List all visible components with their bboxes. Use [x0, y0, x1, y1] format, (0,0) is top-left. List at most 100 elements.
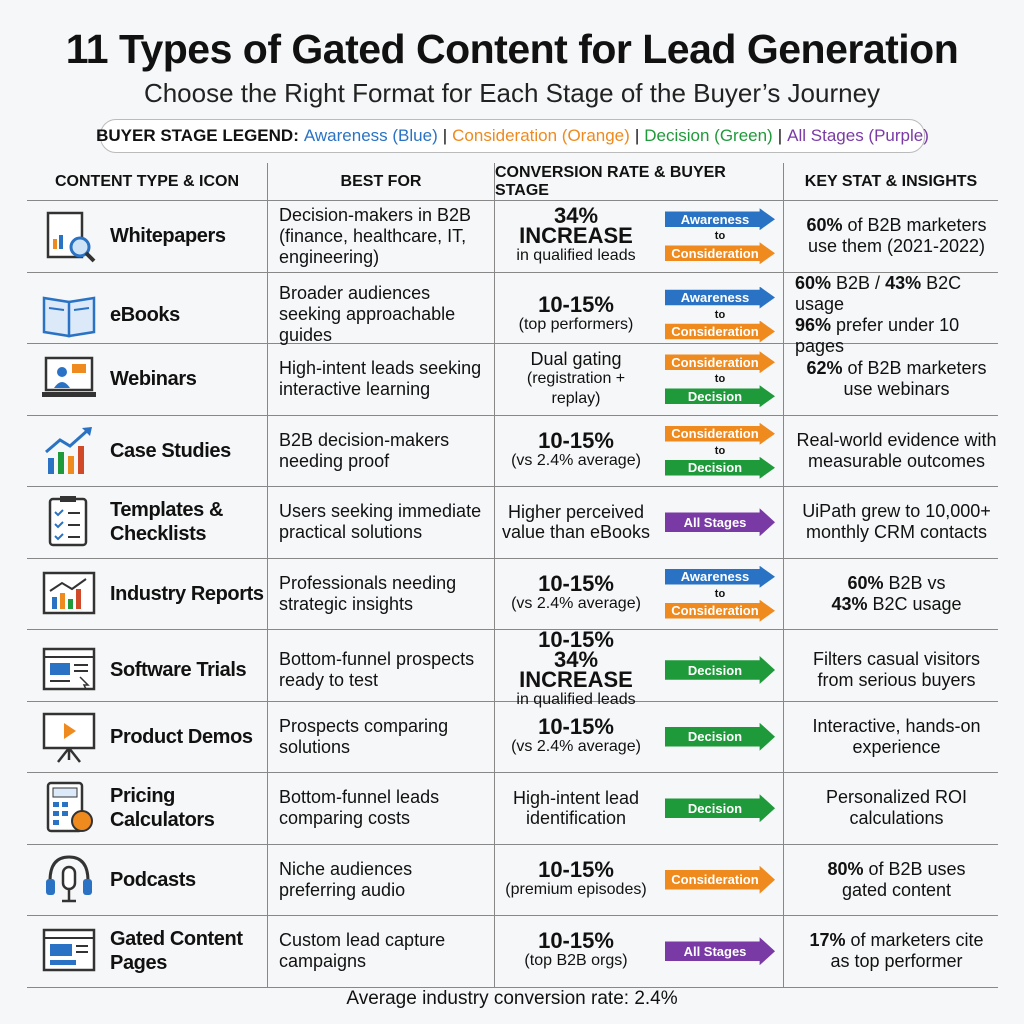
content-type-cell: Whitepapers — [27, 201, 267, 272]
conversion-cell: Higher perceived value than eBooks All Sta… — [494, 487, 783, 558]
best-for: Prospects comparing solutions — [267, 701, 494, 772]
content-type-name: Gated Content Pages — [110, 928, 243, 975]
icon — [42, 296, 96, 337]
column-header: KEY STAT & INSIGHTS — [783, 163, 998, 200]
stages: Awareness to Consideration — [665, 208, 775, 265]
content-type-name: Webinars — [110, 368, 197, 391]
table-row: Webinars High-intent leads seeking intera… — [27, 344, 998, 416]
key-stat: 60% B2B / 43% B2C usage 96% prefer under … — [783, 272, 998, 357]
conversion-line: (registration + replay) — [526, 370, 626, 408]
icon — [42, 571, 96, 614]
conversion-cell: 10-15% (premium episodes) Consideration — [494, 844, 783, 915]
key-stat: 62% of B2B marketers use webinars — [783, 344, 998, 415]
stat-line: UiPath grew to 10,000+ — [802, 501, 991, 522]
icon — [48, 496, 88, 547]
column-header: BEST FOR — [267, 163, 494, 200]
best-for: Broader audiences seeking approachable g… — [267, 272, 494, 357]
conversion-line: identification — [525, 808, 627, 829]
stat-line: calculations — [849, 808, 943, 829]
key-stat: Interactive, hands-on experience — [783, 701, 998, 772]
conversion-text: 10-15% (top performers) — [501, 291, 651, 335]
stages: All Stages — [665, 937, 775, 966]
conversion-cell: 34% INCREASE in qualified leads Awareness t… — [494, 201, 783, 272]
table-row: Software Trials Bottom-funnel prospects r… — [27, 627, 998, 710]
stat-text: of B2B uses — [863, 858, 966, 879]
conversion-line: 10-15% — [538, 928, 614, 954]
stat-text: of B2B marketers — [842, 358, 987, 379]
conversion-line: 10-15% — [538, 427, 614, 453]
content-type-name: Whitepapers — [110, 225, 226, 248]
stat-line: measurable outcomes — [808, 451, 985, 472]
table-row: eBooks Broader audiences seeking approach… — [27, 272, 998, 357]
content-type-cell: Product Demos — [27, 702, 267, 773]
table-row: Gated Content Pages Custom lead capture c… — [27, 916, 998, 988]
legend-item: Consideration (Orange) — [452, 126, 630, 145]
conversion-cell: 10-15% (vs 2.4% average) Consideration to De… — [494, 415, 783, 486]
stage-arrow: Awareness — [665, 565, 775, 588]
stage-connector: to — [714, 308, 726, 321]
conversion-text: 10-15% (vs 2.4% average) — [501, 570, 651, 614]
table-row: Product Demos Prospects comparing solutio… — [27, 701, 998, 773]
conversion-line: 10-15% — [538, 291, 614, 317]
content-type-name: eBooks — [110, 303, 180, 326]
conversion-text: Dual gating (registration + replay) — [501, 349, 651, 409]
conversion-line: 10-15% — [538, 570, 614, 596]
legend: BUYER STAGE LEGEND: Awareness (Blue) | Cons… — [96, 119, 929, 153]
content-type-name: Product Demos — [110, 725, 253, 748]
stat-text: B2C usage — [795, 272, 962, 314]
key-stat: Filters casual visitors from serious buye… — [783, 630, 998, 710]
stat-text: monthly CRM contacts — [805, 522, 988, 543]
stat-text: Personalized ROI — [825, 787, 968, 808]
table-row: Pricing Calculators Bottom-funnel leads c… — [27, 773, 998, 845]
stages: Consideration — [665, 865, 775, 894]
stat-text: 80% — [827, 858, 864, 879]
stat-line: 60% B2B / 43% B2C usage — [795, 273, 998, 315]
stage-arrow: All Stages — [665, 937, 775, 966]
content-type-name: Case Studies — [110, 439, 231, 462]
stat-text: 96% — [795, 314, 832, 335]
stages: Awareness to Consideration — [665, 286, 775, 343]
conversion-text: 10-15% (vs 2.4% average) — [501, 427, 651, 471]
stat-text: from serious buyers — [817, 670, 976, 690]
stat-text: calculations — [849, 808, 944, 829]
stat-text: 62% — [806, 358, 843, 379]
icon — [42, 929, 96, 972]
icon — [46, 212, 96, 263]
stat-text: B2C usage — [867, 593, 962, 614]
conversion-line: (vs 2.4% average) — [511, 737, 641, 755]
stages: Decision — [665, 722, 775, 751]
stat-text: of marketers cite — [845, 930, 984, 951]
stat-line: from serious buyers — [817, 670, 975, 691]
conversion-line: (top performers) — [518, 315, 634, 333]
legend-item: Decision (Green) — [644, 126, 773, 145]
stage-connector: to — [714, 587, 726, 600]
stat-text: B2B vs — [883, 572, 946, 593]
conversion-line: Dual gating — [530, 349, 622, 370]
content-type-cell: Industry Reports — [27, 559, 267, 630]
best-for: Users seeking immediate practical soluti… — [267, 487, 494, 558]
best-for: B2B decision-makers needing proof — [267, 415, 494, 486]
conversion-cell: High-intent lead identification Decision — [494, 773, 783, 844]
conversion-cell: Dual gating (registration + replay) Consid… — [494, 344, 783, 415]
conversion-line: (vs 2.4% average) — [511, 451, 641, 469]
best-for: Decision-makers in B2B (finance, healthc… — [267, 201, 494, 272]
conversion-text: 10-15% (vs 2.4% average) — [501, 715, 651, 757]
legend-separator: | — [442, 126, 448, 145]
content-type-cell: Case Studies — [27, 416, 267, 487]
key-stat: 17% of marketers cite as top performer — [783, 916, 998, 987]
conversion-line: 34% INCREASE — [519, 203, 633, 249]
icon — [42, 712, 96, 763]
key-stat: Personalized ROI calculations — [783, 773, 998, 844]
conversion-line: (premium episodes) — [505, 880, 647, 898]
stage-arrow: Consideration — [665, 351, 775, 374]
conversion-line: 10-15% — [538, 627, 614, 652]
stat-line: monthly CRM contacts — [806, 522, 987, 543]
stat-line: gated content — [842, 880, 951, 901]
stage-arrow: Awareness — [665, 208, 775, 231]
stat-text: prefer under 10 pages — [795, 314, 960, 356]
stat-line: Interactive, hands-on — [812, 716, 980, 737]
title: 11 Types of Gated Content for Lead Gener… — [65, 26, 959, 72]
content-type-cell: Templates & Checklists — [27, 487, 267, 558]
stage-arrow: Decision — [665, 456, 775, 479]
key-stat: 60% of B2B marketers use them (2021-2022) — [783, 201, 998, 272]
